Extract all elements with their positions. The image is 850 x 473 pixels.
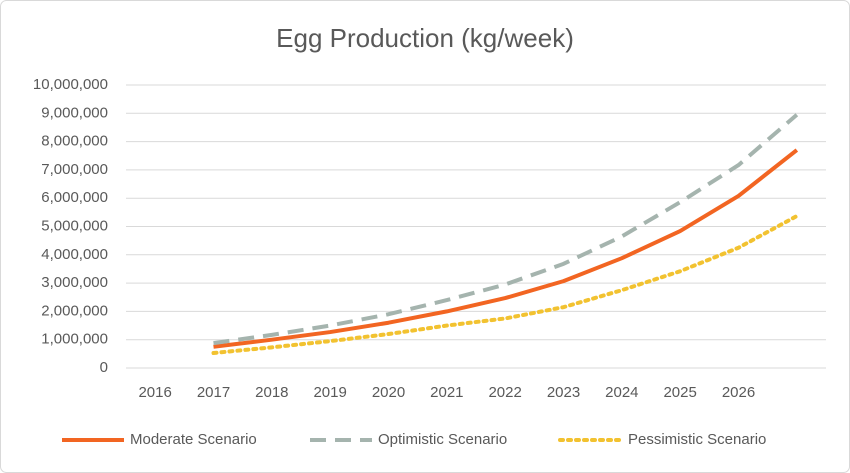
legend-label: Pessimistic Scenario: [628, 431, 766, 448]
y-tick-label: 9,000,000: [41, 104, 108, 121]
y-tick-label: 5,000,000: [41, 217, 108, 234]
y-tick-label: 10,000,000: [33, 76, 108, 93]
y-tick-label: 4,000,000: [41, 246, 108, 263]
line-series: [213, 148, 799, 349]
x-tick-label: 2017: [197, 384, 230, 401]
x-tick-label: 2018: [255, 384, 288, 401]
x-tick-label: 2019: [313, 384, 346, 401]
chart-title: Egg Production (kg/week): [276, 23, 574, 53]
x-tick-label: 2022: [488, 384, 521, 401]
y-tick-label: 3,000,000: [41, 274, 108, 291]
x-tick-label: 2020: [372, 384, 405, 401]
y-tick-label: 1,000,000: [41, 331, 108, 348]
x-tick-label: 2016: [138, 384, 171, 401]
y-tick-label: 8,000,000: [41, 133, 108, 150]
x-tick-label: 2021: [430, 384, 463, 401]
y-tick-label: 7,000,000: [41, 161, 108, 178]
y-tick-label: 2,000,000: [41, 302, 108, 319]
x-tick-label: 2026: [722, 384, 755, 401]
y-tick-label: 6,000,000: [41, 189, 108, 206]
line-series: [213, 113, 799, 346]
legend-label: Moderate Scenario: [130, 431, 257, 448]
y-tick-label: 0: [100, 359, 108, 376]
x-tick-label: 2023: [547, 384, 580, 401]
line-series: [211, 214, 799, 356]
legend-label: Optimistic Scenario: [378, 431, 507, 448]
x-tick-label: 2024: [605, 384, 638, 401]
x-tick-label: 2025: [663, 384, 696, 401]
